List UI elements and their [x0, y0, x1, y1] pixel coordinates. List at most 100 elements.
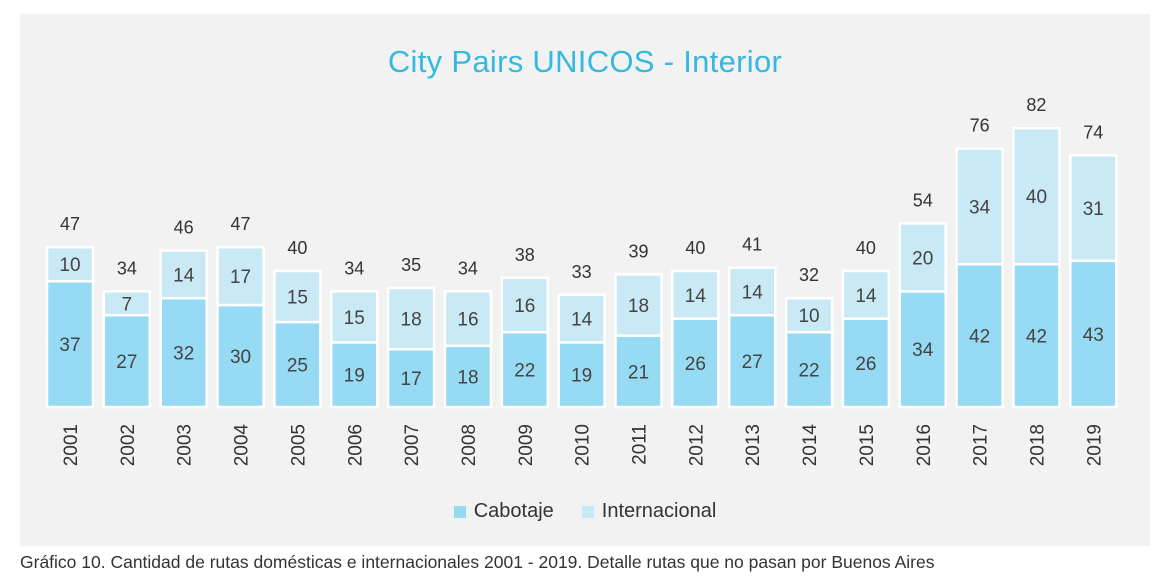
- bar-internacional-2015: [841, 269, 891, 320]
- data-label-cabotaje-2007: 17: [401, 369, 422, 390]
- chart-title: City Pairs UNICOS - Interior: [387, 44, 783, 79]
- data-label-cabotaje-2005: 25: [287, 356, 308, 377]
- bar-cabotaje-2008: [443, 344, 493, 409]
- data-label-cabotaje-2008: 18: [457, 367, 478, 388]
- bar-internacional-2002: [102, 290, 152, 317]
- bar-internacional-2003: [159, 249, 208, 300]
- total-label-2004: 47: [231, 214, 251, 234]
- bar-cabotaje-2014: [784, 330, 834, 409]
- x-tick-label-2005: 2005: [288, 424, 309, 466]
- bar-internacional-2012: [671, 269, 720, 320]
- data-label-internacional-2008: 16: [457, 310, 478, 331]
- figure-caption: Gráfico 10. Cantidad de rutas domésticas…: [20, 552, 935, 572]
- total-label-2008: 34: [458, 258, 478, 278]
- legend-item-cabotaje: Cabotaje: [453, 500, 554, 523]
- data-label-cabotaje-2019: 43: [1083, 325, 1104, 346]
- data-label-cabotaje-2012: 26: [685, 354, 706, 375]
- total-label-2009: 38: [515, 245, 535, 265]
- data-label-internacional-2007: 18: [401, 310, 422, 331]
- legend-swatch-internacional: [581, 505, 594, 518]
- data-label-cabotaje-2018: 42: [1026, 327, 1047, 348]
- x-tick-label-2001: 2001: [61, 424, 82, 466]
- data-label-internacional-2013: 14: [742, 282, 764, 303]
- data-label-internacional-2015: 14: [855, 286, 877, 307]
- x-tick-label-2016: 2016: [914, 424, 935, 466]
- bar-internacional-2014: [784, 296, 834, 334]
- data-label-cabotaje-2011: 21: [628, 362, 649, 383]
- bar-internacional-2009: [500, 276, 550, 334]
- total-label-2003: 46: [174, 218, 194, 238]
- bar-cabotaje-2018: [1012, 262, 1061, 409]
- data-label-cabotaje-2001: 37: [59, 335, 80, 356]
- data-label-internacional-2017: 34: [969, 197, 991, 218]
- chart-panel: City Pairs UNICOS - Interior 37 10 47 2001 2…: [20, 14, 1150, 546]
- x-tick-label-2007: 2007: [402, 424, 423, 466]
- bar-internacional-2018: [1012, 126, 1061, 266]
- chart-legend: Cabotaje Internacional: [20, 500, 1150, 523]
- x-tick-label-2006: 2006: [345, 424, 366, 466]
- x-tick-label-2010: 2010: [573, 424, 594, 466]
- data-label-cabotaje-2015: 26: [855, 354, 876, 375]
- bar-internacional-2017: [955, 147, 1004, 266]
- data-label-cabotaje-2002: 27: [116, 352, 137, 373]
- total-label-2001: 47: [60, 214, 80, 234]
- stacked-bar-chart: 37 10 47 2001 27 7 34 2002 32 14 46 2003 30 17 47 2004 2…: [45, 95, 1118, 467]
- data-label-cabotaje-2004: 30: [230, 347, 251, 368]
- total-label-2014: 32: [799, 265, 819, 285]
- data-label-internacional-2011: 18: [628, 296, 649, 317]
- x-tick-label-2014: 2014: [800, 424, 821, 467]
- x-tick-label-2002: 2002: [118, 424, 139, 466]
- total-label-2011: 39: [628, 241, 648, 261]
- x-tick-label-2009: 2009: [516, 424, 537, 466]
- total-label-2018: 82: [1026, 95, 1046, 115]
- total-label-2013: 41: [742, 235, 762, 255]
- total-label-2010: 33: [572, 262, 592, 282]
- bar-internacional-2010: [557, 293, 606, 344]
- data-label-cabotaje-2010: 19: [571, 366, 592, 387]
- total-label-2015: 40: [856, 238, 876, 258]
- data-label-cabotaje-2017: 42: [969, 327, 990, 348]
- x-tick-label-2011: 2011: [630, 424, 651, 465]
- bar-internacional-2019: [1069, 154, 1118, 263]
- legend-swatch-cabotaje: [453, 505, 466, 518]
- data-label-internacional-2001: 10: [59, 255, 80, 276]
- total-label-2007: 35: [401, 255, 421, 275]
- data-label-internacional-2018: 40: [1026, 187, 1047, 208]
- bar-cabotaje-2002: [102, 313, 152, 409]
- bar-cabotaje-2005: [273, 320, 322, 409]
- data-label-internacional-2016: 20: [912, 248, 933, 269]
- data-label-cabotaje-2006: 19: [344, 366, 365, 387]
- bar-cabotaje-2004: [216, 303, 265, 409]
- data-label-internacional-2006: 15: [344, 308, 365, 329]
- data-label-internacional-2002: 7: [122, 294, 133, 315]
- x-tick-label-2003: 2003: [175, 424, 196, 466]
- data-label-internacional-2005: 15: [287, 288, 308, 309]
- bar-cabotaje-2017: [955, 262, 1004, 409]
- data-label-internacional-2004: 17: [230, 267, 251, 288]
- data-label-internacional-2010: 14: [571, 310, 593, 331]
- total-label-2019: 74: [1083, 122, 1103, 142]
- data-label-internacional-2012: 14: [685, 286, 707, 307]
- bar-cabotaje-2016: [898, 290, 947, 409]
- x-tick-label-2012: 2012: [686, 424, 707, 466]
- total-label-2017: 76: [970, 116, 990, 136]
- bar-internacional-2011: [614, 273, 663, 337]
- x-tick-label-2017: 2017: [971, 424, 992, 466]
- bar-internacional-2005: [273, 269, 322, 324]
- data-label-cabotaje-2014: 22: [798, 361, 819, 382]
- legend-label-cabotaje: Cabotaje: [473, 500, 554, 522]
- total-label-2012: 40: [685, 238, 705, 258]
- legend-label-internacional: Internacional: [601, 500, 717, 522]
- bar-cabotaje-2006: [330, 341, 379, 409]
- data-label-internacional-2009: 16: [514, 296, 535, 317]
- bar-cabotaje-2009: [500, 330, 550, 409]
- data-label-cabotaje-2009: 22: [514, 361, 535, 382]
- bar-cabotaje-2012: [671, 317, 720, 409]
- bar-internacional-2013: [727, 266, 777, 317]
- data-label-cabotaje-2013: 27: [742, 352, 763, 373]
- x-tick-label-2004: 2004: [232, 424, 253, 467]
- bar-internacional-2006: [330, 290, 379, 344]
- bar-internacional-2007: [386, 286, 436, 351]
- total-label-2002: 34: [117, 258, 137, 278]
- data-label-internacional-2003: 14: [173, 265, 195, 286]
